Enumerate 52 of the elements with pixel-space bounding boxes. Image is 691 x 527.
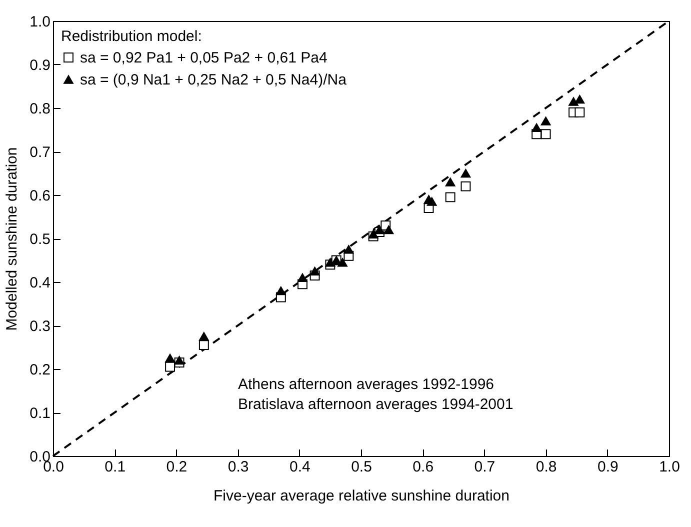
x-tick-label: 0.5 — [351, 458, 372, 476]
annotation: Bratislava afternoon averages 1994-2001 — [238, 396, 514, 413]
point — [374, 225, 384, 234]
point — [276, 286, 286, 296]
x-tick-label: 0.7 — [474, 458, 496, 476]
x-tick-label: 0.2 — [166, 458, 188, 476]
point — [460, 168, 471, 178]
point — [198, 332, 209, 341]
y-tick-label: 0.5 — [30, 231, 50, 248]
x-tick-label: 1.0 — [659, 458, 680, 476]
point — [174, 356, 184, 365]
y-tick-label: 0.9 — [30, 57, 50, 74]
y-tick-label: 0.2 — [30, 362, 50, 378]
y-axis-title: Modelled sunshine duration — [4, 147, 21, 331]
y-tick-label: 0.6 — [30, 188, 50, 204]
y-tick-label: 1.0 — [30, 14, 50, 30]
point — [540, 116, 551, 126]
point — [165, 354, 176, 362]
point — [384, 225, 394, 234]
x-tick-label: 0.6 — [412, 458, 434, 476]
point — [325, 258, 336, 267]
y-tick-label: 0.7 — [30, 144, 50, 161]
point — [445, 192, 456, 202]
point — [298, 273, 308, 282]
point — [568, 97, 578, 106]
x-tick-label: 0.3 — [228, 458, 249, 476]
legend-title: Redistribution model: — [61, 28, 202, 45]
legend-label: sa = 0,92 Pa1 + 0,05 Pa2 + 0,61 Pa4 — [80, 50, 328, 66]
x-axis-title: Five-year average relative sunshine duration — [214, 488, 510, 504]
x-tick-label: 0.4 — [289, 458, 310, 476]
point — [426, 197, 437, 206]
annotation: Athens afternoon averages 1992-1996 — [238, 376, 494, 393]
point — [574, 107, 585, 118]
x-tick-label: 0.1 — [104, 458, 126, 476]
y-tick-label: 0.8 — [30, 100, 50, 118]
y-tick-label: 0.4 — [30, 274, 50, 292]
point — [574, 94, 585, 104]
y-tick-label: 0.3 — [30, 318, 50, 335]
point — [344, 245, 354, 254]
point — [338, 258, 348, 267]
legend-label: sa = (0,9 Na1 + 0,25 Na2 + 0,5 Na4)/Na — [80, 72, 348, 88]
point — [310, 266, 320, 276]
point — [532, 123, 542, 132]
point — [445, 178, 456, 186]
x-tick-label: 0.8 — [536, 458, 557, 476]
point — [165, 362, 176, 372]
point — [368, 230, 378, 239]
x-tick-label: 0.9 — [597, 458, 618, 476]
point — [460, 181, 471, 192]
point — [198, 340, 209, 350]
y-tick-label: 0.1 — [30, 405, 50, 422]
point — [540, 129, 551, 140]
